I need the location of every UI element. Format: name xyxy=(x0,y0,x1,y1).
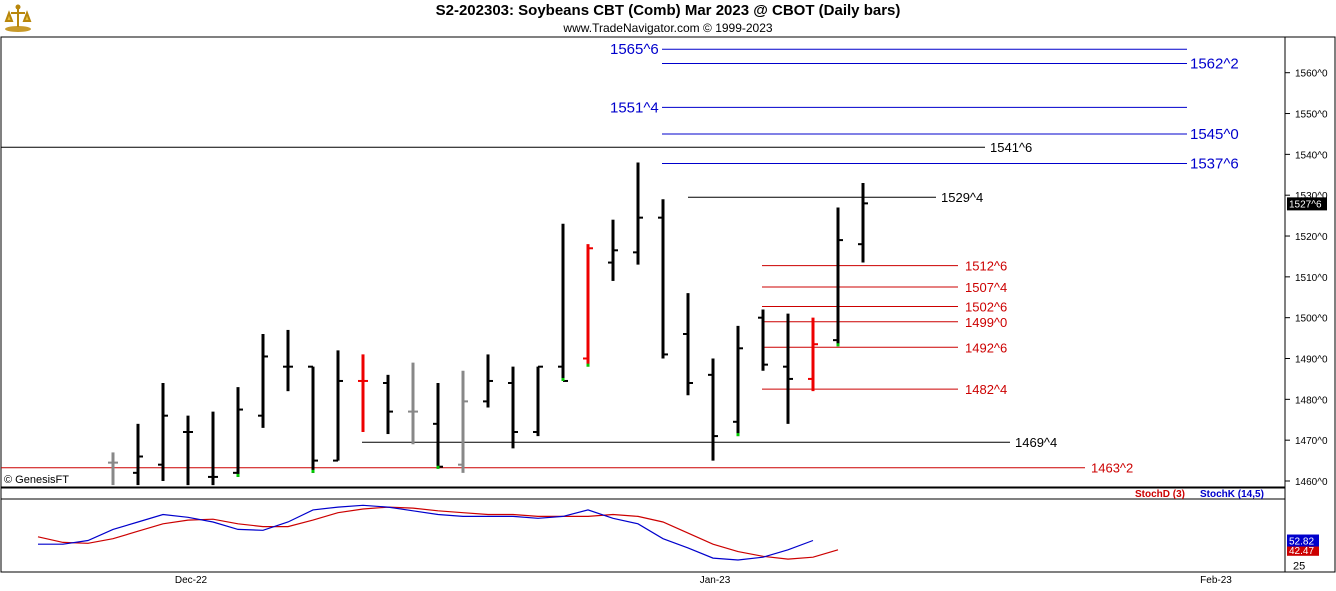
stoch-last-marker xyxy=(1287,534,1319,547)
x-tick-label: Jan-23 xyxy=(700,575,731,586)
x-tick-label: Dec-22 xyxy=(175,575,208,586)
stoch-last-label: 42.47 xyxy=(1289,546,1314,557)
stoch-series-line xyxy=(37,506,839,560)
level-label: 1499^0 xyxy=(965,315,1007,330)
ohlc-green-mark xyxy=(736,433,740,437)
stoch-d-legend: StochD (3) xyxy=(1135,489,1185,500)
y-tick-label: 1530^0 xyxy=(1295,191,1328,202)
ohlc-green-mark xyxy=(586,363,590,367)
level-label: 1507^4 xyxy=(965,280,1007,295)
chart-subtitle: www.TradeNavigator.com © 1999-2023 xyxy=(563,21,773,35)
level-label: 1469^4 xyxy=(1015,435,1057,450)
price-panel xyxy=(0,36,1286,488)
y-tick-label: 1500^0 xyxy=(1295,314,1328,325)
y-tick-label: 1520^0 xyxy=(1295,232,1328,243)
y-tick-label: 1550^0 xyxy=(1295,110,1328,121)
level-label: 1482^4 xyxy=(965,382,1007,397)
y-tick-label: 1460^0 xyxy=(1295,477,1328,488)
level-label: 1502^6 xyxy=(965,299,1007,314)
ohlc-green-mark xyxy=(436,465,440,469)
stoch-last-label: 52.82 xyxy=(1289,537,1314,548)
ohlc-green-mark xyxy=(236,473,240,477)
stoch-series-line xyxy=(38,504,814,561)
stoch-last-marker xyxy=(1287,543,1319,556)
current-price-marker xyxy=(1287,197,1327,211)
level-label: 1551^4 xyxy=(610,99,659,116)
ohlc-green-mark xyxy=(836,343,840,347)
y-tick-label: 1560^0 xyxy=(1295,69,1328,80)
stoch-k-legend: StochK (14,5) xyxy=(1200,489,1264,500)
level-label: 1529^4 xyxy=(941,190,983,205)
level-label: 1537^6 xyxy=(1190,156,1239,173)
genesis-credit: © GenesisFT xyxy=(4,474,69,486)
level-label: 1492^6 xyxy=(965,340,1007,355)
ohlc-green-mark xyxy=(311,469,315,473)
y-tick-label: 1480^0 xyxy=(1295,395,1328,406)
x-tick-label: Feb-23 xyxy=(1200,575,1232,586)
current-price-label: 1527^6 xyxy=(1289,199,1322,210)
level-label: 1545^0 xyxy=(1190,126,1239,143)
chart-title: S2-202303: Soybeans CBT (Comb) Mar 2023 … xyxy=(435,2,901,19)
level-label: 1512^6 xyxy=(965,259,1007,274)
y-tick-label: 1540^0 xyxy=(1295,150,1328,161)
level-label: 1541^6 xyxy=(990,140,1032,155)
stoch-panel xyxy=(0,487,1286,573)
trade-navigator-logo-icon xyxy=(4,4,32,32)
y-tick-label: 1490^0 xyxy=(1295,355,1328,366)
ohlc-green-mark xyxy=(561,377,565,381)
y-axis-panel xyxy=(1284,36,1336,573)
y-tick-label: 1470^0 xyxy=(1295,436,1328,447)
level-label: 1463^2 xyxy=(1091,461,1133,476)
level-label: 1565^6 xyxy=(610,41,659,58)
y-tick-label: 1510^0 xyxy=(1295,273,1328,284)
level-label: 1562^2 xyxy=(1190,56,1239,73)
stoch-y-tick-label: 25 xyxy=(1293,561,1305,573)
